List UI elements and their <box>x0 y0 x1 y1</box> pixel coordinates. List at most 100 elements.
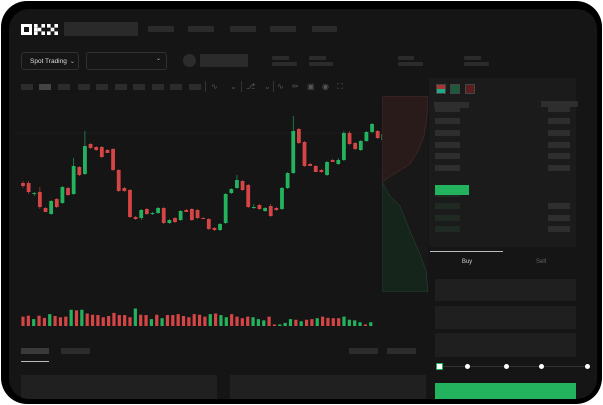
indicator-icon[interactable]: ∿ <box>211 82 218 91</box>
volume-bar <box>42 317 46 326</box>
volume-bar <box>219 315 223 326</box>
buy-button[interactable] <box>435 383 576 399</box>
filter-button[interactable] <box>387 348 416 354</box>
candle-type-icon[interactable]: ⎇ <box>246 82 256 91</box>
volume-bar <box>288 319 293 326</box>
orderbook-amount <box>548 118 570 124</box>
total-input[interactable] <box>435 333 576 357</box>
nav-item[interactable] <box>312 26 337 32</box>
orderbook-both-icon[interactable] <box>436 84 446 94</box>
timeframe-button[interactable] <box>152 84 164 90</box>
volume-bar <box>96 315 100 326</box>
tab-sell[interactable]: Sell <box>535 259 546 265</box>
timeframe-button[interactable] <box>115 84 127 90</box>
volume-bar <box>326 317 330 326</box>
candle-body <box>71 166 76 194</box>
camera-icon[interactable]: ▣ <box>307 82 315 91</box>
nav-item[interactable] <box>230 26 256 32</box>
nav-item[interactable] <box>188 26 214 32</box>
orderbook-price[interactable] <box>435 118 460 124</box>
slider-stop-75[interactable] <box>539 364 544 369</box>
search-input[interactable] <box>64 22 138 36</box>
chevron-down-icon[interactable]: ⌄ <box>230 82 237 91</box>
timeframe-button[interactable] <box>21 84 33 90</box>
volume-bar <box>107 316 111 326</box>
slider-stop-25[interactable] <box>465 364 470 369</box>
orderbook-price[interactable] <box>435 215 460 221</box>
amount-input[interactable] <box>435 306 576 329</box>
candle-body <box>246 185 251 207</box>
slider-stop-50[interactable] <box>504 364 509 369</box>
volume-bar <box>21 316 25 326</box>
stat-label <box>464 56 481 60</box>
orderbook-price[interactable] <box>435 226 460 232</box>
volume-bar <box>53 316 57 326</box>
timeframe-button[interactable] <box>189 84 201 90</box>
candle-body <box>88 144 93 148</box>
tab-underline <box>430 251 503 252</box>
volume-bar <box>128 317 132 326</box>
orderbook-bids-icon[interactable] <box>450 84 460 94</box>
chevron-down-icon[interactable]: ⌄ <box>264 82 271 91</box>
orderbook-amount <box>548 165 570 171</box>
volume-bar <box>224 317 228 326</box>
candle-body <box>296 129 301 143</box>
chevron-down-icon: ⌄ <box>69 58 75 65</box>
orderbook-asks-icon[interactable] <box>465 84 475 94</box>
price-input[interactable] <box>435 279 576 301</box>
orderbook-price[interactable] <box>435 203 460 209</box>
timeframe-button[interactable] <box>133 84 145 90</box>
volume-bar <box>171 315 175 326</box>
candle-body <box>178 211 183 220</box>
candle-body <box>347 133 352 144</box>
volume-bar <box>230 314 234 326</box>
candle-body <box>144 209 149 214</box>
candle-body <box>54 199 59 207</box>
nav-item[interactable] <box>148 26 174 32</box>
candle-body <box>43 208 48 212</box>
candle-body <box>274 208 279 210</box>
candle-body <box>223 194 228 223</box>
line-icon[interactable]: ∿ <box>277 82 284 91</box>
tab-open-orders[interactable] <box>21 348 49 354</box>
orderbook-price[interactable] <box>435 165 460 171</box>
pair-select[interactable]: ⌄ <box>86 52 167 70</box>
candlestick-chart[interactable] <box>15 96 383 336</box>
okx-logo[interactable] <box>21 22 59 35</box>
volume-bar <box>69 309 73 326</box>
filter-button[interactable] <box>349 348 378 354</box>
trading-mode-label: Spot Trading <box>30 57 67 65</box>
nav-item[interactable] <box>270 26 296 32</box>
slider-stop-100[interactable] <box>585 364 590 369</box>
timeframe-button[interactable] <box>78 84 90 90</box>
amount-slider-handle[interactable] <box>436 363 443 370</box>
orderbook-price[interactable] <box>435 130 460 136</box>
candle-body <box>111 149 115 170</box>
candle-body <box>32 193 37 194</box>
settings-icon[interactable]: ◉ <box>322 82 329 91</box>
timeframe-button[interactable] <box>96 84 108 90</box>
orderbook-amount <box>548 215 570 221</box>
candle-body <box>336 160 341 164</box>
volume-bar <box>214 313 218 326</box>
volume-bar <box>58 317 63 326</box>
ruler-icon[interactable]: ✏ <box>292 82 299 91</box>
tab-buy[interactable]: Buy <box>461 259 473 265</box>
amount-slider-track[interactable] <box>440 366 590 367</box>
volume-bar <box>64 316 68 326</box>
volume-bar <box>203 316 207 326</box>
orderbook-price[interactable] <box>435 106 460 112</box>
orderbook-price[interactable] <box>435 153 460 159</box>
fullscreen-icon[interactable]: ⛶ <box>337 82 343 91</box>
volume-bar <box>347 319 351 326</box>
timeframe-button[interactable] <box>58 84 70 90</box>
timeframe-button-active[interactable] <box>39 84 51 90</box>
timeframe-button[interactable] <box>170 84 182 90</box>
orderbook-price[interactable] <box>435 142 460 148</box>
candle-body <box>263 208 267 211</box>
tab-order-history[interactable] <box>61 348 90 354</box>
candle-body <box>308 164 313 166</box>
coin-icon <box>183 54 196 67</box>
trading-mode-select[interactable]: Spot Trading ⌄ <box>21 52 79 70</box>
candle-body <box>358 141 363 150</box>
